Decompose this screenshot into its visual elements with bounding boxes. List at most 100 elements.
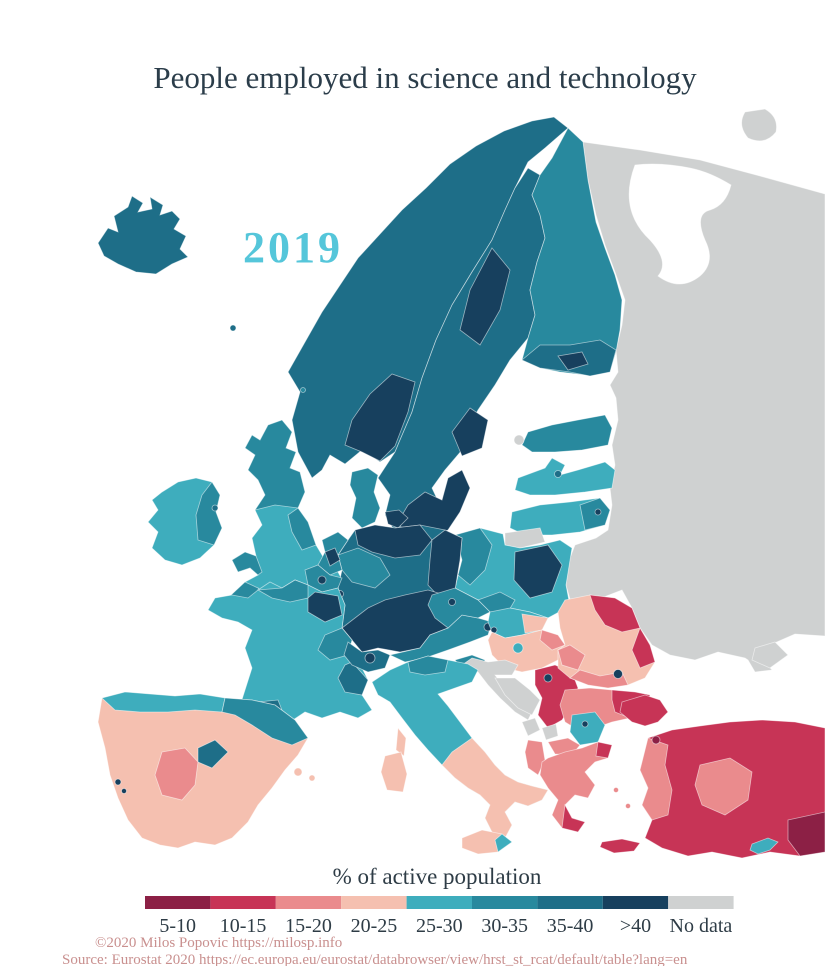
region-france-rhone	[337, 661, 369, 696]
region-riga	[554, 470, 562, 478]
legend-swatch-25-30	[406, 896, 472, 909]
region-norway	[287, 116, 569, 479]
region-norway-oslo	[344, 373, 416, 462]
region-hungary-ne	[539, 629, 566, 651]
region-poland-warsaw	[513, 544, 563, 599]
region-italy-south	[441, 737, 549, 839]
region-iceland	[97, 195, 189, 275]
region-dublin	[211, 504, 219, 512]
region-bosnia	[494, 677, 541, 716]
region-lisbon-area	[121, 788, 127, 794]
region-romania-se	[631, 627, 656, 669]
region-extremadura	[154, 747, 199, 801]
year-label: 2019	[243, 223, 343, 272]
region-cyprus	[749, 837, 779, 855]
region-estonia-islands	[513, 434, 525, 446]
legend-label-30-35: 30-35	[481, 915, 528, 937]
legend-label-25-30: 25-30	[416, 915, 463, 937]
region-estonia	[521, 414, 613, 453]
region-netherlands-randstad	[324, 547, 341, 567]
legend-label-5-10: 5-10	[159, 915, 196, 937]
region-belgrade	[543, 673, 553, 683]
region-turkey-center	[694, 757, 753, 816]
legend-label-35-40: 35-40	[547, 915, 594, 937]
region-aegean-island	[613, 787, 619, 793]
region-sweden-ne	[459, 247, 511, 346]
region-sicily-east	[494, 833, 513, 853]
region-brussels	[317, 575, 327, 585]
region-menorca	[308, 774, 316, 782]
region-uk-scotland	[244, 419, 306, 511]
region-greece-pelo	[561, 803, 586, 833]
region-lithuania-east	[579, 497, 611, 531]
region-france-normandy	[256, 579, 309, 603]
region-lisbon	[114, 778, 122, 786]
region-uk-wales	[231, 551, 263, 576]
legend-swatch-20-25	[341, 896, 407, 909]
region-germany-nw	[337, 547, 391, 589]
region-italy-nw	[407, 655, 449, 676]
region-uk-ne	[287, 507, 317, 551]
region-albania	[524, 739, 546, 776]
region-finland	[521, 127, 623, 376]
region-france-paris	[307, 591, 343, 623]
region-spain-north	[101, 691, 226, 713]
legend-swatch-30-35	[472, 896, 538, 909]
legend-title: % of active population	[333, 864, 542, 889]
region-prague	[448, 598, 456, 606]
region-montenegro	[521, 717, 541, 737]
region-corsica	[395, 726, 407, 757]
region-zurich	[364, 652, 376, 664]
region-denmark-islands	[384, 509, 409, 529]
region-bucharest	[613, 669, 623, 679]
region-faroe	[229, 324, 237, 332]
region-sofia	[581, 720, 589, 728]
legend-label-20-25: 20-25	[351, 915, 398, 937]
region-vilnius	[594, 508, 602, 516]
region-arctic-island	[741, 108, 777, 142]
region-czechia	[427, 587, 491, 629]
region-shetland	[300, 387, 306, 393]
region-spain-ne	[221, 697, 309, 746]
region-ireland-east	[195, 481, 223, 546]
legend: % of active population 5-10 10-15 15-20 …	[145, 864, 734, 937]
region-crimea	[751, 641, 789, 669]
region-greece-ne	[595, 741, 613, 759]
region-crete	[599, 838, 641, 854]
region-budapest	[512, 642, 524, 654]
legend-swatch-5-10	[145, 896, 211, 909]
page-title: People employed in science and technolog…	[153, 60, 697, 95]
region-istanbul	[651, 735, 661, 745]
region-sweden-stockholm	[451, 407, 489, 457]
legend-swatch-15-20	[275, 896, 342, 909]
legend-label-nodata: No data	[670, 915, 733, 937]
region-germany-north	[354, 524, 433, 559]
region-finland-helsinki	[557, 351, 589, 371]
region-madrid	[197, 739, 229, 769]
region-kosovo	[541, 723, 559, 741]
region-mallorca	[293, 767, 303, 777]
region-sardinia	[380, 751, 408, 793]
region-turkey-se	[787, 811, 825, 857]
region-romania-west	[557, 644, 586, 671]
legend-swatch-10-15	[210, 896, 276, 909]
legend-label-15-20: 15-20	[285, 915, 332, 937]
region-denmark-jutland	[349, 467, 381, 529]
credit-source: Source: Eurostat 2020 https://ec.europa.…	[62, 952, 688, 966]
legend-swatch-nodata	[668, 896, 734, 909]
region-france-east	[317, 627, 353, 661]
legend-swatch-35-40	[537, 896, 603, 909]
legend-label-gt40: >40	[620, 915, 651, 937]
region-aegean-island	[625, 803, 631, 809]
region-latvia	[514, 457, 616, 496]
region-turkey-west	[639, 737, 673, 821]
credit-author: ©2020 Milos Popovic https://milosp.info	[95, 935, 342, 951]
legend-swatch-gt40	[602, 896, 669, 909]
white-sea	[628, 163, 732, 285]
map-regions	[97, 108, 825, 859]
region-turkey-thrace	[619, 694, 669, 727]
region-romania-ne	[589, 594, 641, 633]
legend-label-10-15: 10-15	[220, 915, 267, 937]
